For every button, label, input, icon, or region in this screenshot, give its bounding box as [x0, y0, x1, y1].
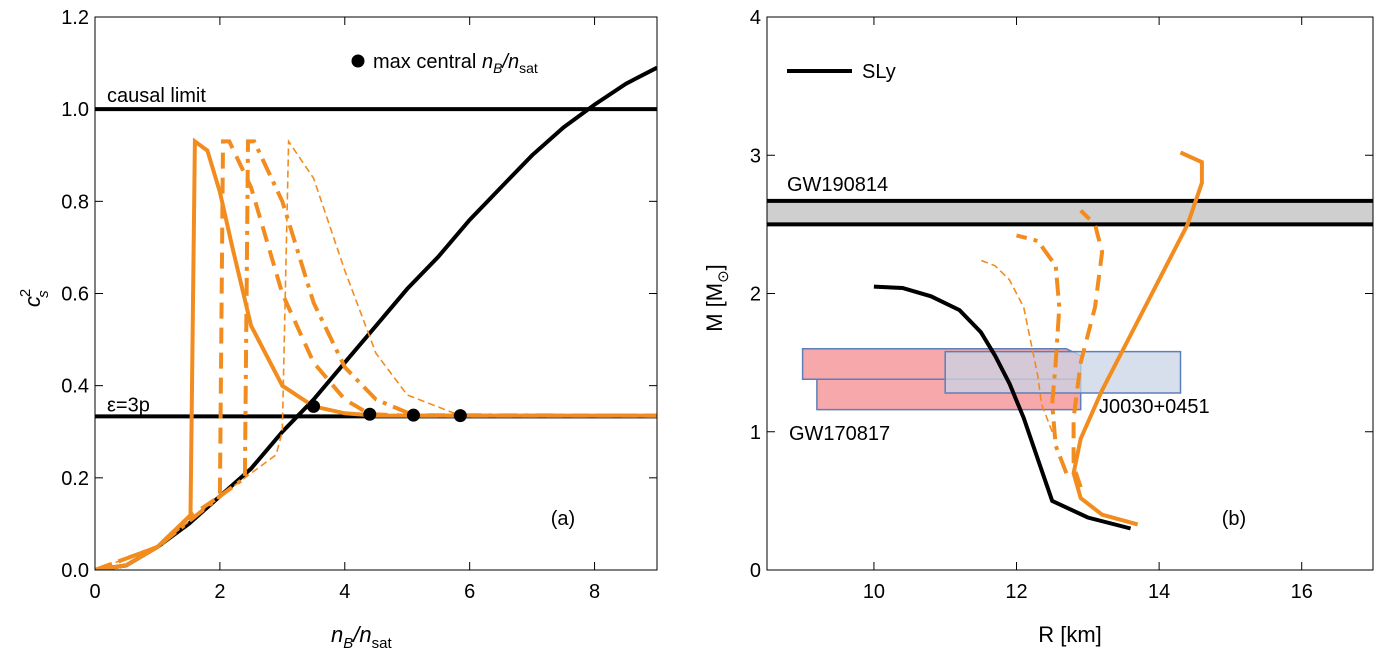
y-axis-label-b: M [M⊙]	[702, 264, 732, 332]
series-b-0	[873, 284, 1132, 531]
panel-label-a: (a)	[551, 508, 575, 530]
series-b-3	[1015, 233, 1069, 474]
y-tick-label: 1	[750, 422, 761, 444]
x-tick-label: 10	[863, 581, 885, 603]
y-tick-label: 0	[750, 560, 761, 582]
legend-label-sly: SLy	[862, 61, 896, 83]
series-a-4	[95, 138, 657, 570]
y-tick-label: 0.2	[61, 468, 89, 490]
series-a-2	[95, 139, 657, 570]
series-b-1	[1071, 150, 1204, 527]
y-axis-label-a-text: c2s	[17, 289, 52, 307]
gw190814-label: GW190814	[787, 174, 888, 196]
x-tick-label: 6	[464, 581, 475, 603]
series-b-2	[1071, 209, 1105, 488]
y-tick-label: 1.0	[61, 99, 89, 121]
band-fill	[767, 200, 1373, 225]
gw170817-label: GW170817	[789, 423, 890, 445]
x-axis-label-a: nB/nsat	[331, 622, 392, 652]
max-central-point	[363, 407, 377, 421]
y-axis-label-a: c2s	[17, 289, 52, 307]
causal-limit-label: causal limit	[107, 85, 206, 107]
plot-area-a	[95, 65, 657, 570]
y-tick-label: 0.4	[61, 376, 89, 398]
x-tick-label: 4	[339, 581, 350, 603]
y-tick-label: 0.6	[61, 284, 89, 306]
eps-3p-label: ε=3p	[107, 394, 150, 416]
legend-marker	[351, 54, 365, 68]
y-axis-label-b-text: M [M⊙]	[702, 264, 732, 332]
y-tick-label: 4	[750, 7, 761, 29]
x-tick-label: 14	[1148, 581, 1170, 603]
region-blue	[944, 350, 1182, 394]
panel-label-b: (b)	[1222, 508, 1246, 530]
x-tick-label: 12	[1005, 581, 1027, 603]
series-b-4	[980, 259, 1053, 433]
j0030-label: J0030+0451	[1099, 396, 1210, 418]
axes-frame-b	[766, 16, 1374, 571]
x-tick-label: 8	[589, 581, 600, 603]
legend-text-a: max central nB/nsat	[373, 51, 538, 76]
max-central-point	[307, 399, 321, 413]
x-tick-label: 0	[89, 581, 100, 603]
plot-area-b	[767, 150, 1373, 531]
y-tick-label: 2	[750, 284, 761, 306]
y-tick-label: 0.8	[61, 191, 89, 213]
series-a-3	[95, 139, 657, 570]
x-axis-label-b: R [km]	[1038, 622, 1102, 647]
y-tick-label: 3	[750, 145, 761, 167]
max-central-point	[406, 408, 420, 422]
x-tick-label: 16	[1291, 581, 1313, 603]
panel-a: 0 2 4 6 8 0.0 0.2 0.4 0.6 0.8 1.0 1.2 nB/nsat c2s cau…	[17, 7, 658, 652]
series-a-0	[95, 65, 657, 570]
x-tick-label: 2	[214, 581, 225, 603]
y-tick-label: 1.2	[61, 7, 89, 29]
y-tick-label: 0.0	[61, 560, 89, 582]
max-central-point	[453, 409, 467, 423]
series-a-1	[95, 137, 657, 570]
